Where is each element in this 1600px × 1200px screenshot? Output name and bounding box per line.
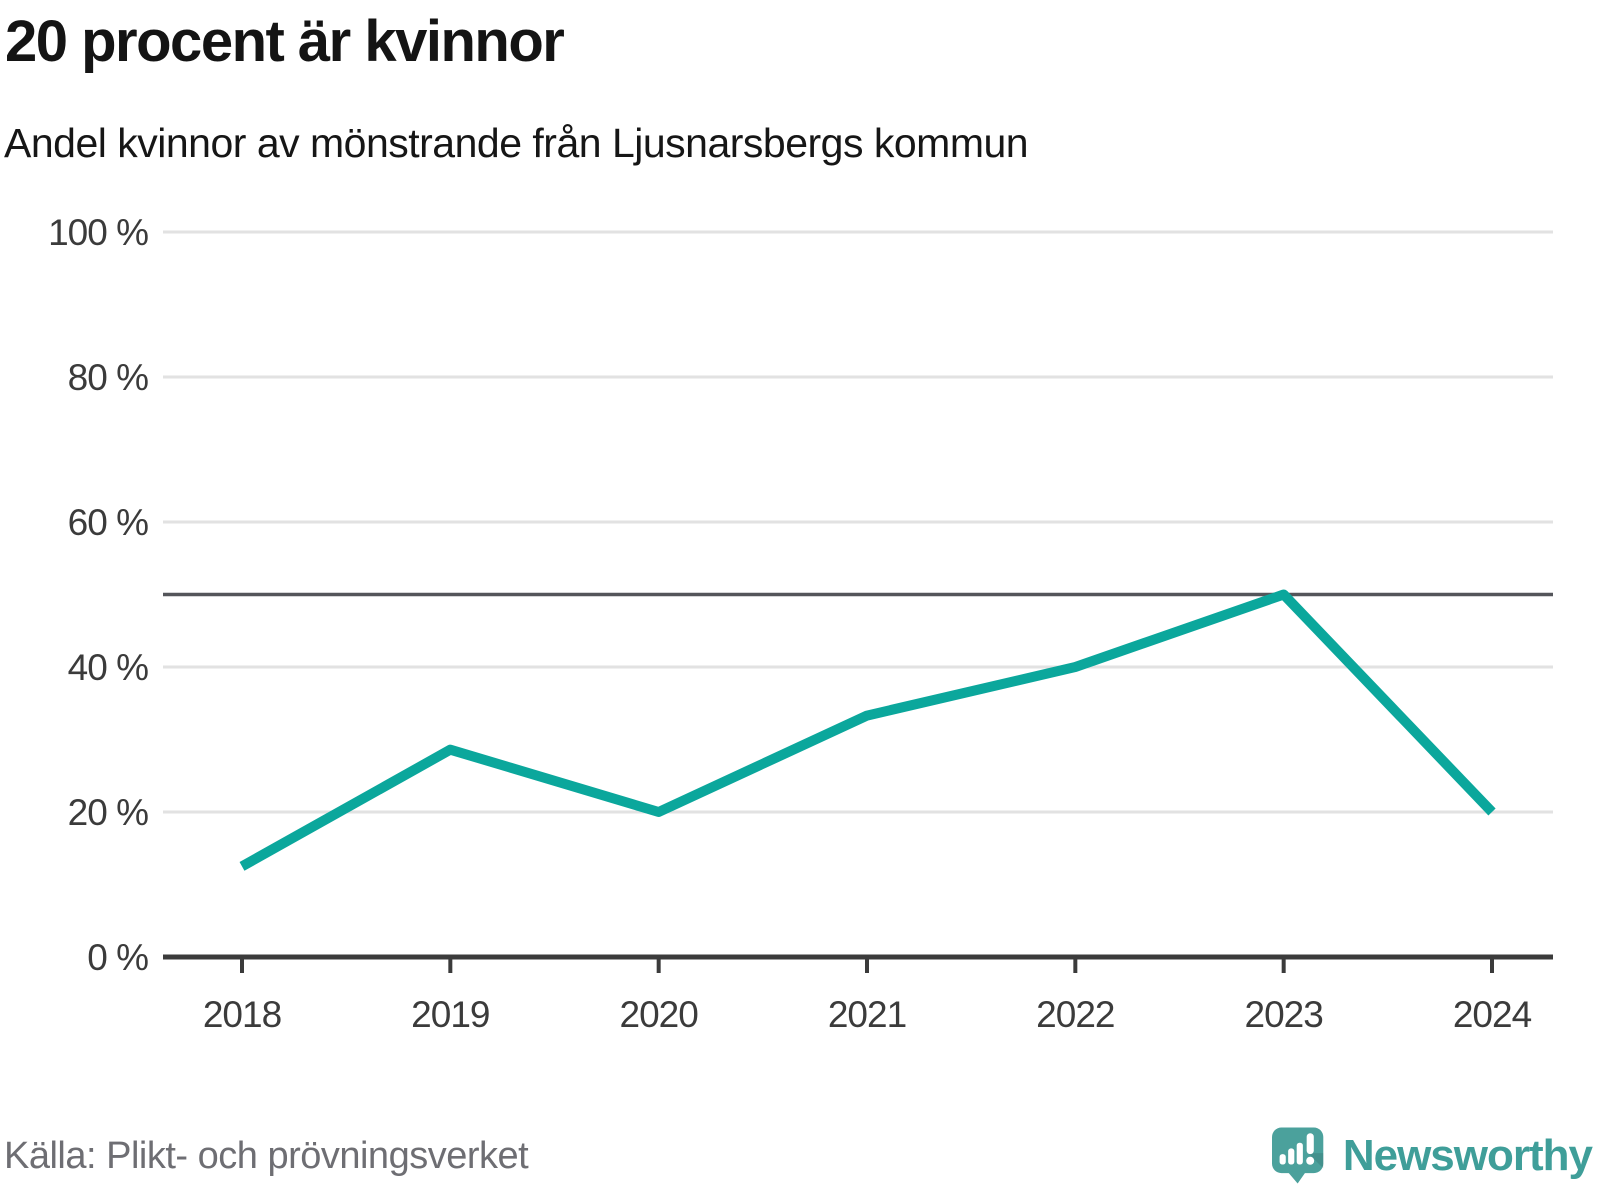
data-line-andel-kvinnor (239, 589, 1496, 871)
newsworthy-logo-icon (1271, 1127, 1324, 1184)
x-axis-label-2018: 2018 (203, 994, 281, 1035)
chart-footer: Källa: Plikt- och prövningsverket Newswo… (4, 1124, 1593, 1188)
newsworthy-logo: Newsworthy (1271, 1126, 1593, 1186)
y-axis-label-100: 100 % (48, 212, 148, 253)
y-axis-label-80: 80 % (68, 357, 148, 398)
brand-name: Newsworthy (1342, 1131, 1593, 1180)
x-axis-label-2019: 2019 (411, 994, 489, 1035)
x-axis-label-2021: 2021 (828, 994, 906, 1035)
x-axis-label-2022: 2022 (1036, 994, 1114, 1035)
y-axis-label-20: 20 % (68, 792, 148, 833)
x-axis-label-2024: 2024 (1453, 994, 1532, 1035)
source-text: Källa: Plikt- och prövningsverket (4, 1134, 529, 1177)
x-axis-label-2020: 2020 (620, 994, 699, 1035)
y-axis-label-60: 60 % (68, 502, 148, 543)
x-axis-label-2023: 2023 (1245, 994, 1323, 1035)
y-axis-label-0: 0 % (87, 937, 148, 978)
chart-title: 20 procent är kvinnor (5, 9, 565, 74)
chart-subtitle: Andel kvinnor av mönstrande från Ljusnar… (4, 120, 1029, 166)
y-axis-label-40: 40 % (68, 647, 148, 688)
